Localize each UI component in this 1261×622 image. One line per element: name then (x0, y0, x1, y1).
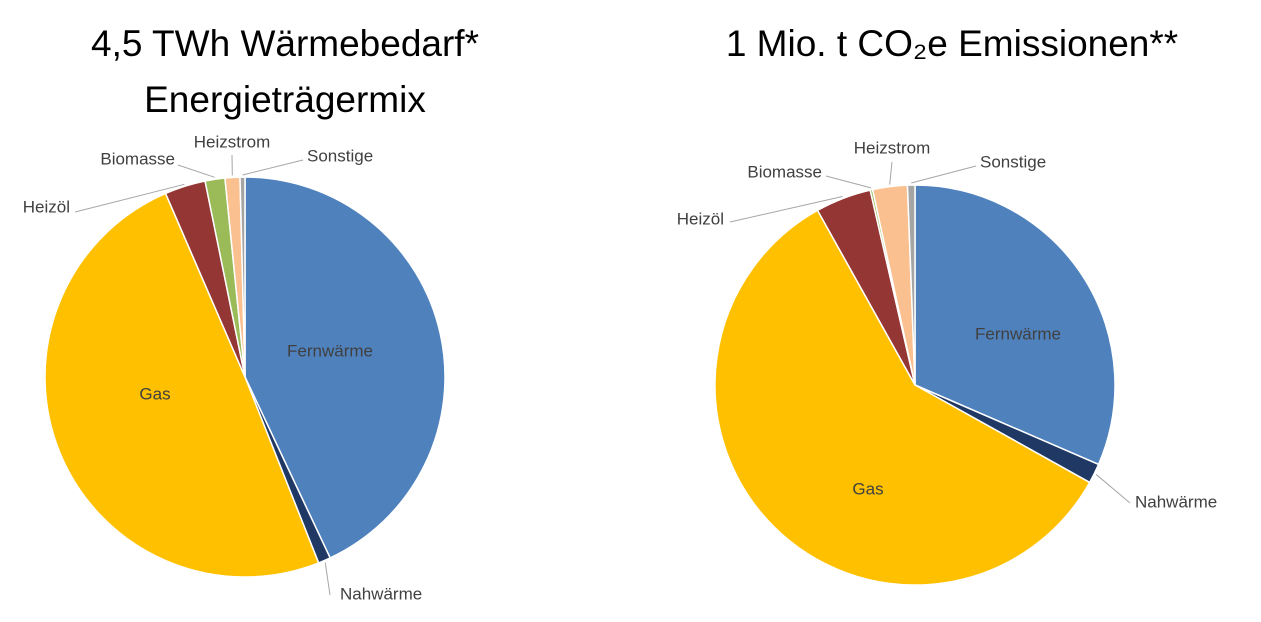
leader-line (729, 196, 843, 223)
slice-label: Fernwärme (287, 341, 373, 360)
slice-label: Heizöl (23, 197, 70, 216)
chart-title: 4,5 TWh Wärmebedarf* (91, 23, 479, 64)
pie-slice (914, 184, 1116, 466)
leader-line (889, 161, 893, 185)
leader-line (1095, 474, 1131, 504)
slice-label: Biomasse (747, 162, 822, 181)
slice-label: Heizöl (677, 209, 724, 228)
slice-label: Gas (139, 384, 170, 403)
leader-line (324, 562, 331, 596)
leader-line (177, 164, 215, 178)
slice-label: Nahwärme (340, 584, 422, 603)
pie-slice (906, 184, 916, 386)
slice-label: Sonstige (980, 152, 1046, 171)
slice-label: Heizstrom (854, 138, 931, 157)
slice-label: Heizstrom (194, 132, 271, 151)
pie-slice (44, 192, 320, 578)
leader-line (825, 175, 872, 189)
slice-label: Fernwärme (975, 324, 1061, 343)
pie-slice (714, 209, 1091, 586)
leader-line (74, 183, 185, 213)
slice-label: Sonstige (307, 146, 373, 165)
chart-subtitle: Energieträgermix (144, 79, 426, 120)
pie-slice (239, 176, 246, 378)
chart-title: 1 Mio. t CO₂e Emissionen** (726, 23, 1178, 64)
leader-line (242, 159, 304, 176)
slice-label: Biomasse (100, 149, 175, 168)
slice-label: Nahwärme (1135, 492, 1217, 511)
pie-slice (244, 176, 446, 559)
slice-label: Gas (852, 479, 883, 498)
leader-line (911, 165, 977, 184)
